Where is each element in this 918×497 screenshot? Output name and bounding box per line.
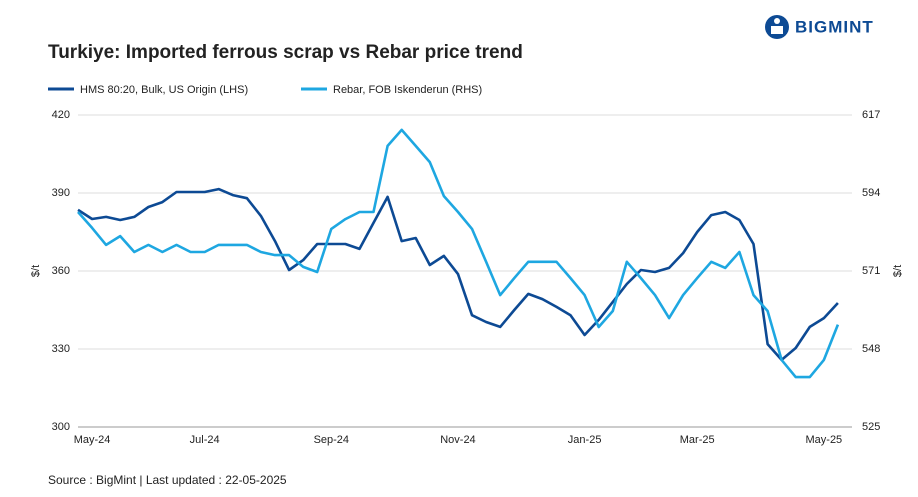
series-line bbox=[77, 128, 840, 379]
y-tick-label: 300 bbox=[52, 421, 70, 433]
y-tick-label: 360 bbox=[52, 265, 70, 277]
y-tick-label: 330 bbox=[52, 343, 70, 355]
x-tick-label: Sep-24 bbox=[314, 434, 349, 446]
logo: BIGMINT bbox=[765, 15, 874, 39]
y-axis-label: $/t bbox=[30, 265, 42, 277]
x-tick-label: Jan-25 bbox=[568, 434, 602, 446]
logo-icon-head bbox=[774, 18, 780, 24]
x-tick-label: Jul-24 bbox=[190, 434, 220, 446]
y-tick-label: 420 bbox=[52, 109, 70, 121]
source: Source : BigMint | Last updated : 22-05-… bbox=[48, 473, 287, 487]
y2-tick-label: 594 bbox=[862, 187, 880, 199]
y2-tick-label: 617 bbox=[862, 109, 880, 121]
legend-label: HMS 80:20, Bulk, US Origin (LHS) bbox=[80, 84, 248, 96]
x-tick-label: May-24 bbox=[74, 434, 111, 446]
x-tick-label: Nov-24 bbox=[440, 434, 475, 446]
series-line bbox=[77, 187, 839, 362]
legend-label: Rebar, FOB Iskenderun (RHS) bbox=[333, 84, 482, 96]
y2-tick-label: 525 bbox=[862, 421, 880, 433]
x-tick-label: Mar-25 bbox=[680, 434, 715, 446]
x-tick-label: May-25 bbox=[806, 434, 843, 446]
y2-axis-label: $/t bbox=[892, 265, 904, 277]
y2-tick-label: 548 bbox=[862, 343, 880, 355]
chart-title: Turkiye: Imported ferrous scrap vs Rebar… bbox=[48, 42, 523, 63]
brand: BIGMINT bbox=[795, 17, 874, 36]
y-tick-label: 390 bbox=[52, 187, 70, 199]
logo-icon-body bbox=[771, 26, 783, 34]
y2-tick-label: 571 bbox=[862, 265, 880, 277]
